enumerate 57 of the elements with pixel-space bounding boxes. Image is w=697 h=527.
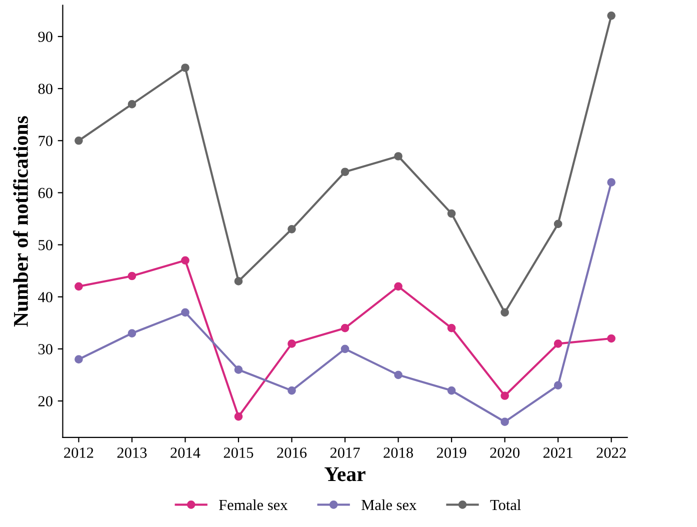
- point: [607, 12, 616, 20]
- point: [447, 324, 456, 332]
- point: [607, 178, 616, 186]
- point: [128, 329, 136, 338]
- point: [340, 324, 350, 332]
- y-tick-label: 30: [38, 344, 52, 354]
- x-tick-label: 2021: [543, 448, 572, 458]
- point: [394, 370, 402, 380]
- x-tick-label: 2013: [117, 448, 147, 458]
- x-axis-title: Year: [324, 467, 366, 482]
- point: [500, 308, 509, 317]
- legend-label: Female sex: [219, 499, 288, 510]
- point: [74, 136, 83, 145]
- y-axis-title: Number of notifications: [13, 116, 28, 327]
- point: [554, 340, 562, 348]
- x-tick-label: 2015: [224, 448, 254, 458]
- x-tick-label: 2016: [277, 448, 307, 458]
- y-tick-label: 80: [38, 84, 52, 94]
- point: [288, 340, 296, 348]
- y-tick-label: 70: [38, 136, 52, 146]
- point: [181, 64, 190, 72]
- point: [554, 381, 562, 390]
- point: [340, 168, 350, 176]
- point: [394, 282, 402, 291]
- point: [288, 386, 296, 395]
- point: [234, 366, 243, 374]
- x-tick-label: 2012: [64, 448, 94, 458]
- point: [234, 412, 243, 421]
- x-tick-label: 2020: [490, 448, 520, 458]
- legend-label: Total: [490, 499, 521, 510]
- point: [74, 355, 83, 364]
- point: [74, 282, 83, 291]
- y-tick-label: 60: [38, 188, 52, 198]
- point: [447, 386, 456, 395]
- point: [181, 308, 190, 317]
- point: [234, 277, 243, 286]
- legend-label: Male sex: [362, 499, 416, 510]
- point: [128, 100, 136, 108]
- x-tick-label: 2019: [436, 448, 466, 458]
- x-tick-label: 2022: [596, 448, 626, 458]
- point: [181, 256, 190, 265]
- point: [394, 152, 402, 160]
- x-tick-label: 2017: [330, 448, 360, 458]
- point: [607, 334, 616, 343]
- point: [554, 220, 562, 228]
- x-tick-label: 2018: [384, 448, 413, 458]
- point: [447, 209, 456, 218]
- point: [500, 418, 509, 426]
- point: [128, 272, 136, 280]
- point: [340, 344, 350, 354]
- y-tick-label: 90: [38, 32, 52, 42]
- point: [288, 224, 296, 234]
- x-tick-label: 2014: [170, 448, 200, 458]
- y-tick-label: 20: [38, 396, 52, 406]
- y-tick-label: 50: [38, 240, 52, 250]
- y-tick-label: 40: [38, 292, 52, 302]
- point: [500, 392, 509, 400]
